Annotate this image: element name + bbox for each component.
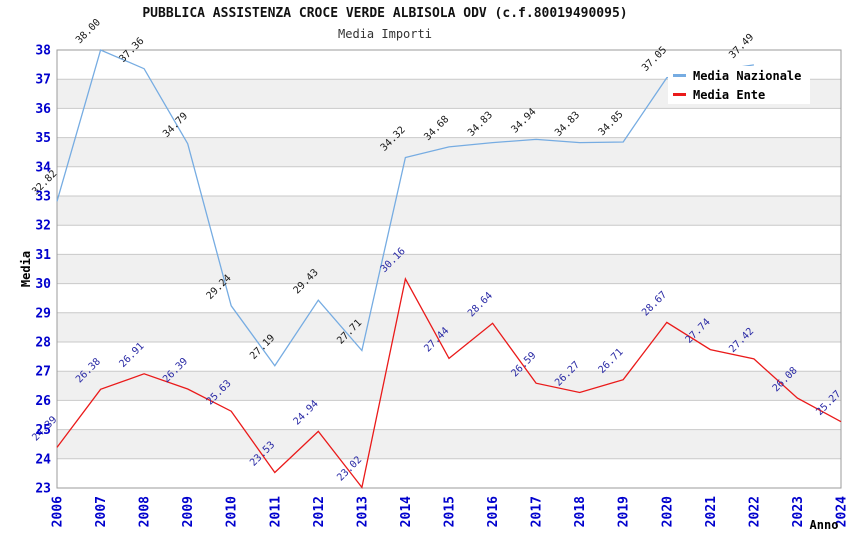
data-label: 34.85 <box>597 109 626 138</box>
data-label: 24.94 <box>292 398 321 427</box>
x-tick-label: 2013 <box>355 496 370 527</box>
x-tick-label: 2017 <box>530 496 545 527</box>
y-tick-label: 26 <box>35 394 51 409</box>
x-tick-label: 2021 <box>704 496 719 527</box>
axis-titles: Media Anno <box>19 251 838 532</box>
x-tick-label: 2024 <box>835 496 850 527</box>
y-tick-label: 37 <box>35 73 51 88</box>
x-axis-ticks: 2006 2007 2008 2009 2010 2011 2012 2013 2014 2015… <box>51 496 850 527</box>
y-tick-label: 31 <box>35 248 51 263</box>
x-tick-label: 2009 <box>181 496 196 527</box>
y-tick-label: 28 <box>35 336 51 351</box>
legend-swatch-red-line-icon <box>673 93 686 96</box>
y-tick-label: 24 <box>35 452 51 467</box>
y-tick-label: 35 <box>35 131 51 146</box>
x-tick-label: 2011 <box>268 496 283 527</box>
y-tick-label: 38 <box>35 44 51 59</box>
x-tick-label: 2007 <box>94 496 109 527</box>
y-tick-label: 25 <box>35 423 51 438</box>
legend-label-media-nazionale: Media Nazionale <box>693 68 802 83</box>
data-label: 34.94 <box>509 106 538 135</box>
series-line-media-nazionale <box>56 49 754 367</box>
legend-label-media-ente: Media Ente <box>693 87 766 102</box>
plot-border <box>56 49 842 489</box>
x-tick-label: 2006 <box>51 496 66 527</box>
x-tick-label: 2008 <box>138 496 153 527</box>
plot-bands <box>57 79 841 459</box>
y-tick-label: 30 <box>35 277 51 292</box>
y-tick-label: 29 <box>35 306 51 321</box>
series-line-media-ente <box>56 277 842 489</box>
y-tick-label: 34 <box>35 160 51 175</box>
y-tick-label: 32 <box>35 219 51 234</box>
legend-swatch-blue-line-icon <box>673 74 686 77</box>
x-tick-label: 2016 <box>486 496 501 527</box>
x-tick-label: 2014 <box>399 496 414 527</box>
x-tick-label: 2023 <box>791 496 806 527</box>
x-tick-label: 2020 <box>660 496 675 527</box>
x-axis-title: Anno <box>810 518 839 532</box>
x-tick-label: 2022 <box>747 496 762 527</box>
data-label: 37.05 <box>640 45 669 74</box>
x-tick-label: 2010 <box>225 496 240 527</box>
y-axis-ticks: 23 24 25 26 27 28 29 30 31 32 33 34 35 36 37 38 <box>35 44 51 497</box>
y-axis-title: Media <box>19 251 33 287</box>
y-tick-label: 33 <box>35 190 51 205</box>
chart-legend: Media Nazionale Media Ente <box>668 66 810 104</box>
y-tick-label: 27 <box>35 365 51 380</box>
x-tick-label: 2018 <box>573 496 588 527</box>
legend-item-media-nazionale: Media Nazionale <box>668 68 810 84</box>
legend-item-media-ente: Media Ente <box>668 87 810 103</box>
x-tick-label: 2019 <box>617 496 632 527</box>
y-tick-label: 23 <box>35 482 51 497</box>
data-label: 34.79 <box>161 111 190 140</box>
data-label: 34.83 <box>553 110 582 139</box>
y-tick-label: 36 <box>35 102 51 117</box>
x-tick-label: 2012 <box>312 496 327 527</box>
x-tick-label: 2015 <box>443 496 458 527</box>
chart-subtitle: Media Importi <box>338 27 432 41</box>
data-label: 26.91 <box>117 341 146 370</box>
data-label: 34.83 <box>466 110 495 139</box>
chart-title: PUBBLICA ASSISTENZA CROCE VERDE ALBISOLA… <box>142 6 628 21</box>
